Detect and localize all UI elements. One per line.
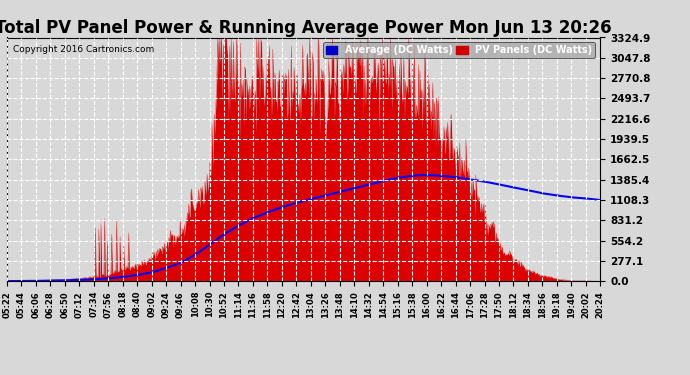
Title: Total PV Panel Power & Running Average Power Mon Jun 13 20:26: Total PV Panel Power & Running Average P…	[0, 20, 612, 38]
Legend: Average (DC Watts), PV Panels (DC Watts): Average (DC Watts), PV Panels (DC Watts)	[323, 42, 595, 58]
Text: Copyright 2016 Cartronics.com: Copyright 2016 Cartronics.com	[13, 45, 154, 54]
